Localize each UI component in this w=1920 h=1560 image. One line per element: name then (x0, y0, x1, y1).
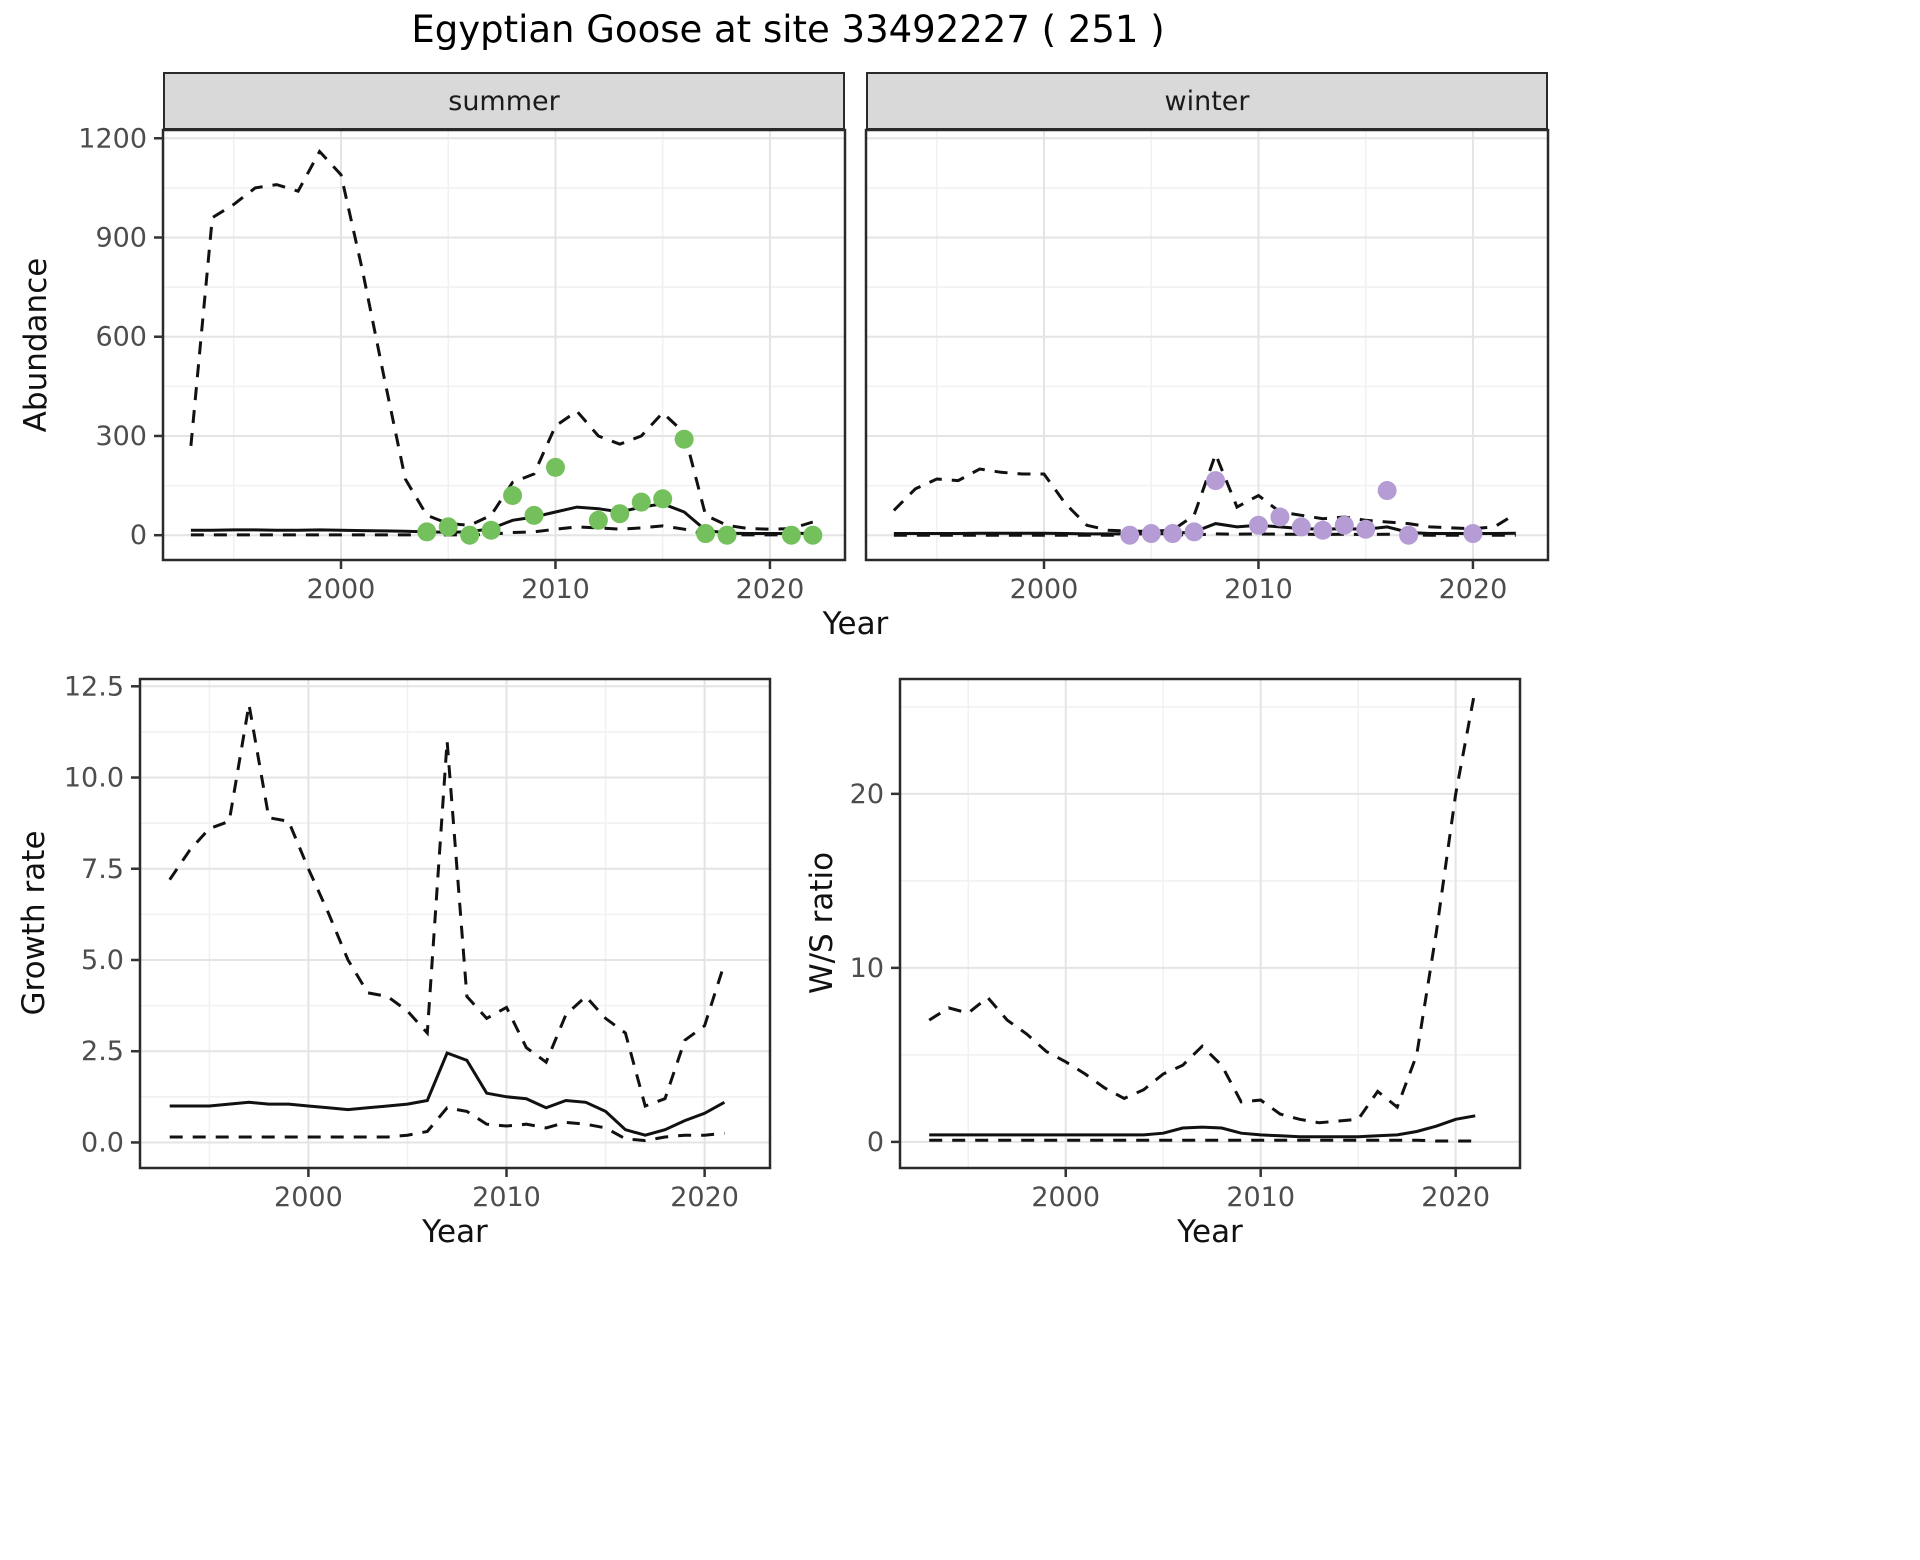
svg-text:2010: 2010 (1224, 574, 1293, 605)
svg-text:2010: 2010 (1226, 1182, 1295, 1213)
svg-text:300: 300 (95, 421, 147, 452)
svg-text:0: 0 (130, 520, 147, 551)
facet-strip-summer-label: summer (448, 85, 560, 117)
facet-strip-summer: summer (163, 72, 845, 130)
svg-text:7.5: 7.5 (81, 854, 124, 885)
svg-text:900: 900 (95, 223, 147, 254)
facet-strip-winter-label: winter (1164, 85, 1250, 117)
svg-text:2010: 2010 (472, 1182, 541, 1213)
svg-text:5.0: 5.0 (81, 945, 124, 976)
svg-text:0.0: 0.0 (81, 1127, 124, 1158)
svg-text:2000: 2000 (1031, 1182, 1100, 1213)
svg-text:20: 20 (850, 779, 884, 810)
growth-rate-x-axis-label: Year (422, 1214, 488, 1250)
facet-strip-winter: winter (866, 72, 1548, 130)
svg-text:2020: 2020 (1421, 1182, 1490, 1213)
svg-text:10: 10 (850, 953, 884, 984)
svg-text:0: 0 (867, 1127, 884, 1158)
svg-text:2020: 2020 (670, 1182, 739, 1213)
ws-ratio-y-axis-label: W/S ratio (804, 851, 840, 995)
svg-text:2010: 2010 (521, 574, 590, 605)
svg-text:2020: 2020 (736, 574, 805, 605)
svg-text:2020: 2020 (1439, 574, 1508, 605)
ws-ratio-x-axis-label: Year (1177, 1214, 1243, 1250)
svg-text:2.5: 2.5 (81, 1036, 124, 1067)
chart-title: Egyptian Goose at site 33492227 ( 251 ) (411, 8, 1165, 51)
svg-text:10.0: 10.0 (64, 763, 124, 794)
svg-text:2000: 2000 (307, 574, 376, 605)
svg-text:2000: 2000 (1010, 574, 1079, 605)
svg-text:2000: 2000 (274, 1182, 343, 1213)
svg-text:600: 600 (95, 322, 147, 353)
growth-rate-y-axis-label: Growth rate (16, 830, 52, 1016)
abundance-y-axis-label: Abundance (18, 257, 54, 433)
top-x-axis-label: Year (822, 606, 889, 642)
svg-text:12.5: 12.5 (64, 671, 124, 702)
svg-text:1200: 1200 (78, 123, 147, 154)
